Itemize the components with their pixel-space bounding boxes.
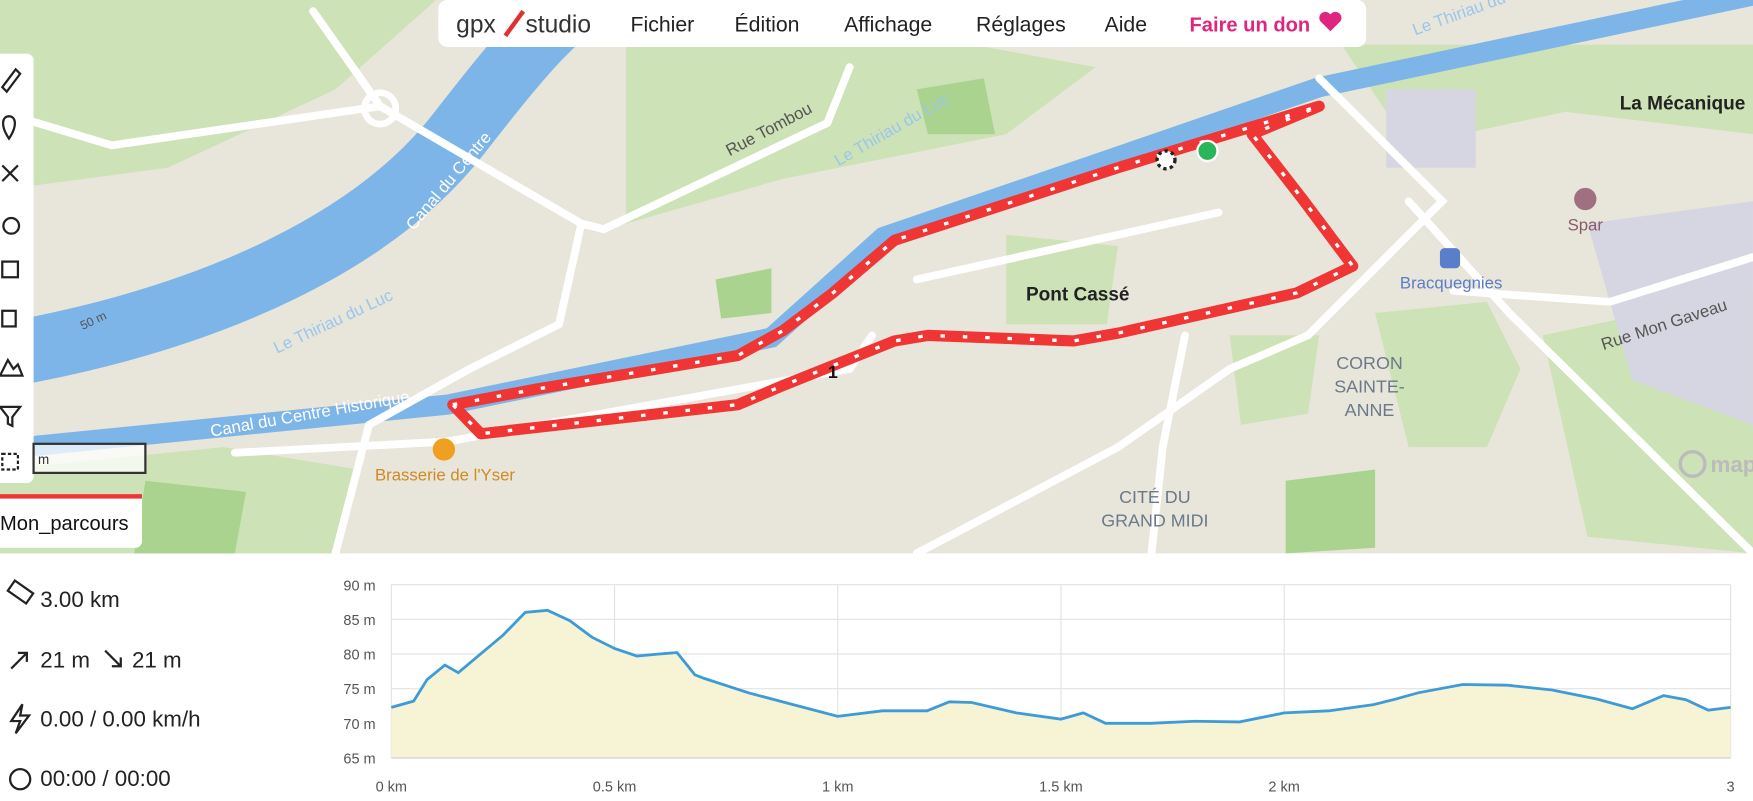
map-label: GRAND MIDI (1101, 511, 1208, 531)
map-label: CORON (1336, 353, 1403, 373)
y-tick-label: 85 m (343, 613, 375, 629)
urban-area (1386, 89, 1476, 168)
menu-item[interactable]: Aide (1105, 12, 1148, 36)
map-label: Brasserie de l'Yser (375, 466, 515, 485)
roads (0, 7, 1753, 558)
tool-elevation[interactable] (0, 357, 25, 377)
tool-time[interactable] (2, 216, 21, 235)
tool-scissors[interactable] (1, 164, 19, 182)
speed: 0.00 / 0.00 km/h (40, 707, 200, 732)
statistics: 3.00 km 21 m 21 m 0.00 / 0.00 km/h 00:00… (6, 579, 201, 791)
y-tick-label: 75 m (343, 682, 375, 698)
tab-color (0, 494, 143, 499)
time: 00:00 / 00:00 (40, 766, 170, 791)
gain-icon (10, 651, 28, 670)
menu-background (438, 0, 1367, 47)
station-icon (1439, 248, 1461, 269)
tool-pencil[interactable] (0, 67, 22, 94)
map-label: SAINTE- (1334, 376, 1405, 396)
roundabout (361, 89, 400, 128)
y-tick-label: 65 m (343, 752, 375, 768)
shop-icon (1574, 187, 1597, 211)
logo-mark (503, 9, 526, 38)
scale-label: m (38, 452, 49, 467)
menu-item[interactable]: Édition (735, 11, 800, 36)
x-tick-label: 1 km (822, 779, 853, 795)
tool-extract[interactable] (1, 309, 17, 328)
distance: 3.00 km (40, 587, 119, 612)
menu-item[interactable]: Affichage (844, 12, 932, 36)
map-label: Bracquegnies (1400, 273, 1502, 292)
elevation-line (390, 608, 1731, 725)
end-marker (1155, 149, 1177, 171)
menu-bar: gpx studio Fichier Édition Affichage Rég… (438, 0, 1367, 47)
y-tick-label: 80 m (343, 648, 375, 664)
elevation-area (391, 610, 1731, 758)
track[interactable] (447, 100, 1359, 440)
logo-gpx: gpx (456, 11, 496, 38)
tool-select[interactable] (1, 452, 20, 471)
parks (0, 0, 1753, 554)
donate-button[interactable]: Faire un don (1190, 14, 1311, 36)
x-tick-label: 1.5 km (1039, 779, 1083, 795)
time-icon (8, 768, 32, 791)
loss-icon (104, 649, 122, 668)
elevation-loss: 21 m (132, 647, 182, 672)
x-tick-label: 0 km (376, 779, 407, 795)
restaurant-icon (432, 438, 456, 461)
y-tick-label: 70 m (343, 717, 375, 733)
elevation-gain: 21 m (40, 647, 90, 672)
x-tick-label: 0.5 km (593, 779, 637, 795)
map-label: ANNE (1345, 400, 1395, 420)
y-tick-label: 90 m (343, 578, 375, 594)
tool-waypoint[interactable] (1, 115, 16, 141)
toolbar (0, 53, 34, 483)
tool-filter[interactable] (0, 405, 23, 428)
x-tick-label: 2 km (1268, 779, 1299, 795)
waypoint-number: 1 (828, 362, 838, 382)
map-label: CITÉ DU (1119, 487, 1191, 507)
start-marker (1196, 139, 1219, 163)
menu-item[interactable]: Réglages (976, 12, 1066, 36)
woods (134, 78, 1376, 554)
map-label: Spar (1568, 215, 1604, 234)
elevation-chart[interactable]: 65 m 70 m 75 m 80 m 85 m 90 m 0 km 0.5 km 1 km 1.… (343, 578, 1734, 795)
scale-bar (32, 442, 147, 475)
track-tab[interactable]: Mon_parcours (0, 494, 143, 548)
track-name: Mon_parcours (0, 513, 129, 535)
map-label: La Mécanique (1620, 94, 1746, 115)
logo-studio: studio (525, 11, 591, 38)
mapbox-logo (1678, 449, 1707, 478)
map-label: Pont Cassé (1026, 285, 1129, 306)
heart-icon (1319, 11, 1342, 32)
x-tick-label: 3 (1727, 779, 1735, 795)
speed-icon (9, 703, 32, 735)
menu-item[interactable]: Fichier (631, 12, 695, 36)
map[interactable]: 1 Rue Tombou Canal du Centre Canal du Ce… (0, 0, 1753, 558)
distance-icon (6, 579, 35, 606)
urban-area (1587, 201, 1753, 425)
tool-merge[interactable] (1, 260, 20, 279)
tab-background (0, 494, 143, 548)
mapbox-text: map (1710, 452, 1753, 477)
